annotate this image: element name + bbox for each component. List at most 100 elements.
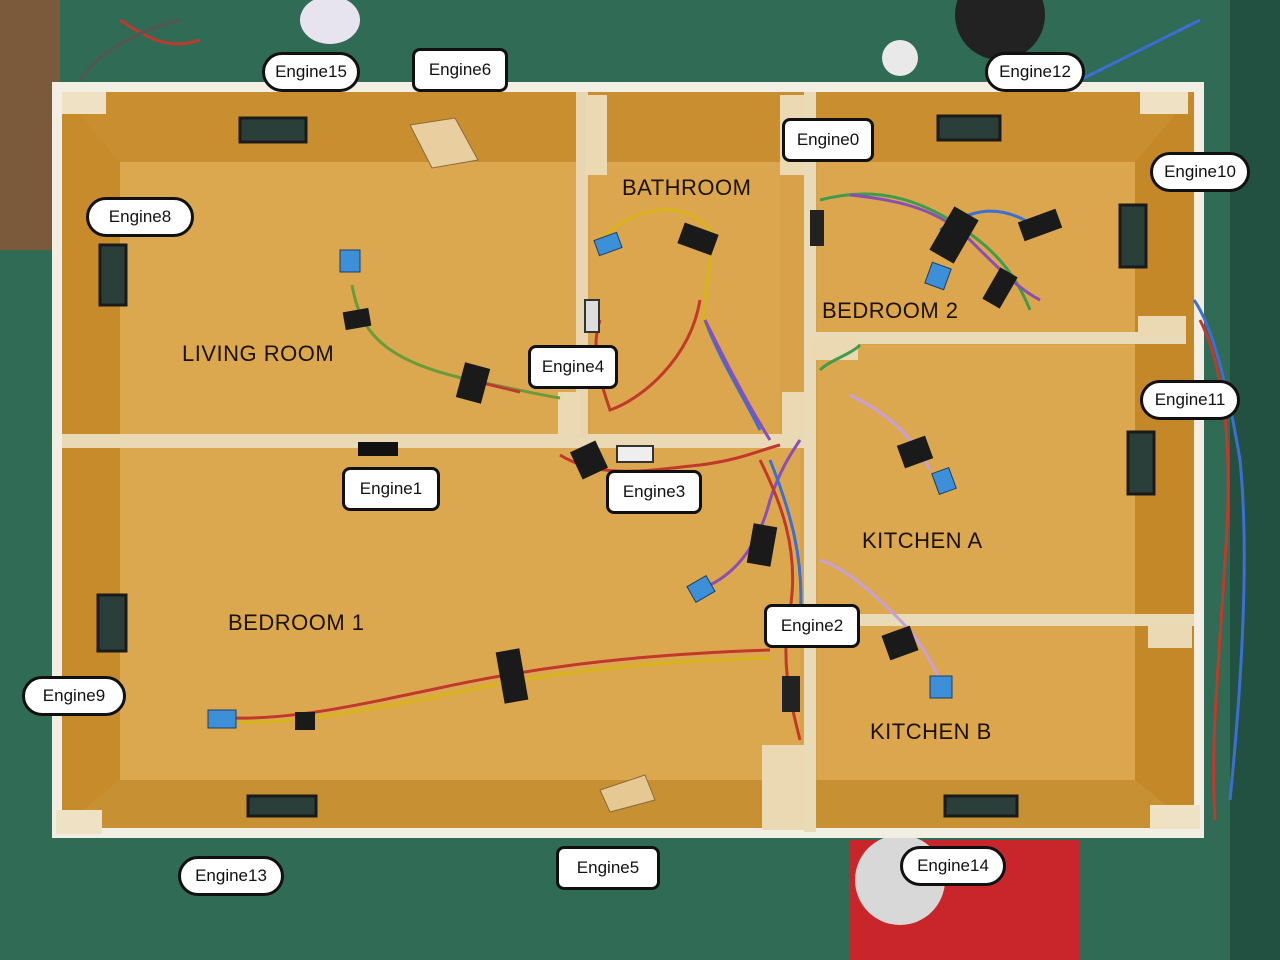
wall-post bbox=[762, 745, 804, 830]
partition-center-vertical bbox=[804, 92, 816, 832]
servo-motor bbox=[358, 442, 398, 456]
engine6-callout: Engine6 bbox=[412, 48, 508, 92]
engine0-callout: Engine0 bbox=[782, 118, 874, 162]
tape bbox=[881, 625, 919, 661]
tape bbox=[896, 435, 934, 469]
window bbox=[246, 794, 318, 818]
engine11-callout: Engine11 bbox=[1140, 380, 1240, 420]
servo-motor bbox=[810, 210, 824, 246]
tape bbox=[929, 206, 979, 264]
engine8-callout: Engine8 bbox=[86, 197, 194, 237]
tape bbox=[342, 307, 372, 331]
cup bbox=[300, 0, 360, 44]
door-flap bbox=[599, 774, 656, 813]
wire bbox=[818, 343, 862, 372]
temperature-sensor bbox=[924, 261, 952, 291]
wall-post bbox=[558, 392, 580, 434]
temperature-sensor bbox=[686, 575, 716, 603]
kitchen-b-floor bbox=[818, 625, 1135, 780]
engine13-callout: Engine13 bbox=[178, 856, 284, 896]
engine3-callout: Engine3 bbox=[606, 470, 702, 514]
window bbox=[238, 116, 308, 144]
cardboard-box bbox=[0, 0, 60, 250]
engine3-label: Engine3 bbox=[622, 482, 686, 501]
engine9-callout: Engine9 bbox=[22, 676, 126, 716]
corner-block bbox=[62, 92, 106, 114]
servo-motor bbox=[616, 445, 654, 463]
tape bbox=[982, 267, 1018, 309]
engine1-callout: Engine1 bbox=[342, 467, 440, 511]
temperature-sensor bbox=[929, 675, 953, 699]
window bbox=[98, 243, 128, 307]
window bbox=[936, 114, 1002, 142]
wire bbox=[1192, 299, 1246, 801]
window bbox=[96, 593, 128, 653]
engine1-label: Engine1 bbox=[359, 479, 423, 498]
tape bbox=[495, 648, 529, 704]
wall-post bbox=[812, 338, 858, 360]
engine14-callout: Engine14 bbox=[900, 846, 1006, 886]
engine9-label: Engine9 bbox=[42, 686, 106, 705]
engine10-callout: Engine10 bbox=[1150, 152, 1250, 192]
temperature-sensor bbox=[931, 466, 957, 496]
partition-kitchenA-kitchenB bbox=[816, 614, 1194, 626]
wall-post bbox=[1148, 626, 1192, 648]
table-edge bbox=[1230, 0, 1280, 960]
tape bbox=[569, 440, 609, 480]
wire bbox=[819, 558, 942, 681]
room-label-kitchen-a: KITCHEN A bbox=[862, 528, 983, 553]
engine6-label: Engine6 bbox=[428, 60, 492, 79]
wire bbox=[78, 18, 181, 81]
servo-motor bbox=[584, 299, 600, 333]
window bbox=[1118, 203, 1148, 269]
corner-block bbox=[1150, 805, 1200, 829]
engine11-label: Engine11 bbox=[1154, 390, 1226, 409]
tape-roll-small bbox=[882, 40, 918, 76]
door-flap bbox=[409, 117, 479, 169]
tape bbox=[295, 712, 315, 730]
engine14-label: Engine14 bbox=[917, 856, 989, 875]
servo-motor bbox=[782, 676, 800, 712]
engine8-label: Engine8 bbox=[108, 207, 172, 226]
bathroom-floor bbox=[590, 162, 780, 434]
engine13-label: Engine13 bbox=[195, 866, 267, 885]
engine15-callout: Engine15 bbox=[262, 52, 360, 92]
temperature-sensor bbox=[339, 249, 361, 273]
engine0-label: Engine0 bbox=[796, 130, 860, 149]
kitchen-a-floor bbox=[818, 345, 1135, 615]
engine2-callout: Engine2 bbox=[764, 604, 860, 648]
room-label-bathroom: BATHROOM bbox=[622, 175, 752, 200]
tape bbox=[746, 523, 778, 567]
wire bbox=[119, 18, 201, 46]
wire bbox=[1198, 319, 1230, 821]
engine2-label: Engine2 bbox=[780, 616, 844, 635]
engine4-label: Engine4 bbox=[541, 357, 605, 376]
engine12-callout: Engine12 bbox=[985, 52, 1085, 92]
temperature-sensor bbox=[207, 709, 237, 729]
wire bbox=[598, 208, 713, 331]
wire bbox=[709, 439, 802, 587]
room-label-kitchen-b: KITCHEN B bbox=[870, 719, 992, 744]
engine4-callout: Engine4 bbox=[528, 345, 618, 389]
room-label-living-room: LIVING ROOM bbox=[182, 341, 335, 366]
engine5-label: Engine5 bbox=[576, 858, 640, 877]
desk-fan bbox=[955, 0, 1045, 60]
wall-post bbox=[1138, 316, 1186, 336]
temperature-sensor bbox=[593, 231, 623, 257]
corner-block bbox=[1140, 92, 1188, 114]
wall-post bbox=[585, 95, 607, 175]
corner-block bbox=[56, 810, 102, 834]
window bbox=[1126, 430, 1156, 496]
tape bbox=[677, 222, 719, 256]
wire bbox=[703, 319, 772, 441]
room-label-bedroom-1: BEDROOM 1 bbox=[228, 610, 365, 635]
wall-post bbox=[782, 392, 806, 434]
engine5-callout: Engine5 bbox=[556, 846, 660, 890]
wire bbox=[768, 459, 803, 621]
partition-bedroom2-kitchenA bbox=[816, 332, 1186, 344]
engine10-label: Engine10 bbox=[1164, 162, 1236, 181]
north-wall-face bbox=[62, 92, 1194, 162]
partition-living-bedroom1 bbox=[62, 434, 807, 448]
engine12-label: Engine12 bbox=[999, 62, 1071, 81]
